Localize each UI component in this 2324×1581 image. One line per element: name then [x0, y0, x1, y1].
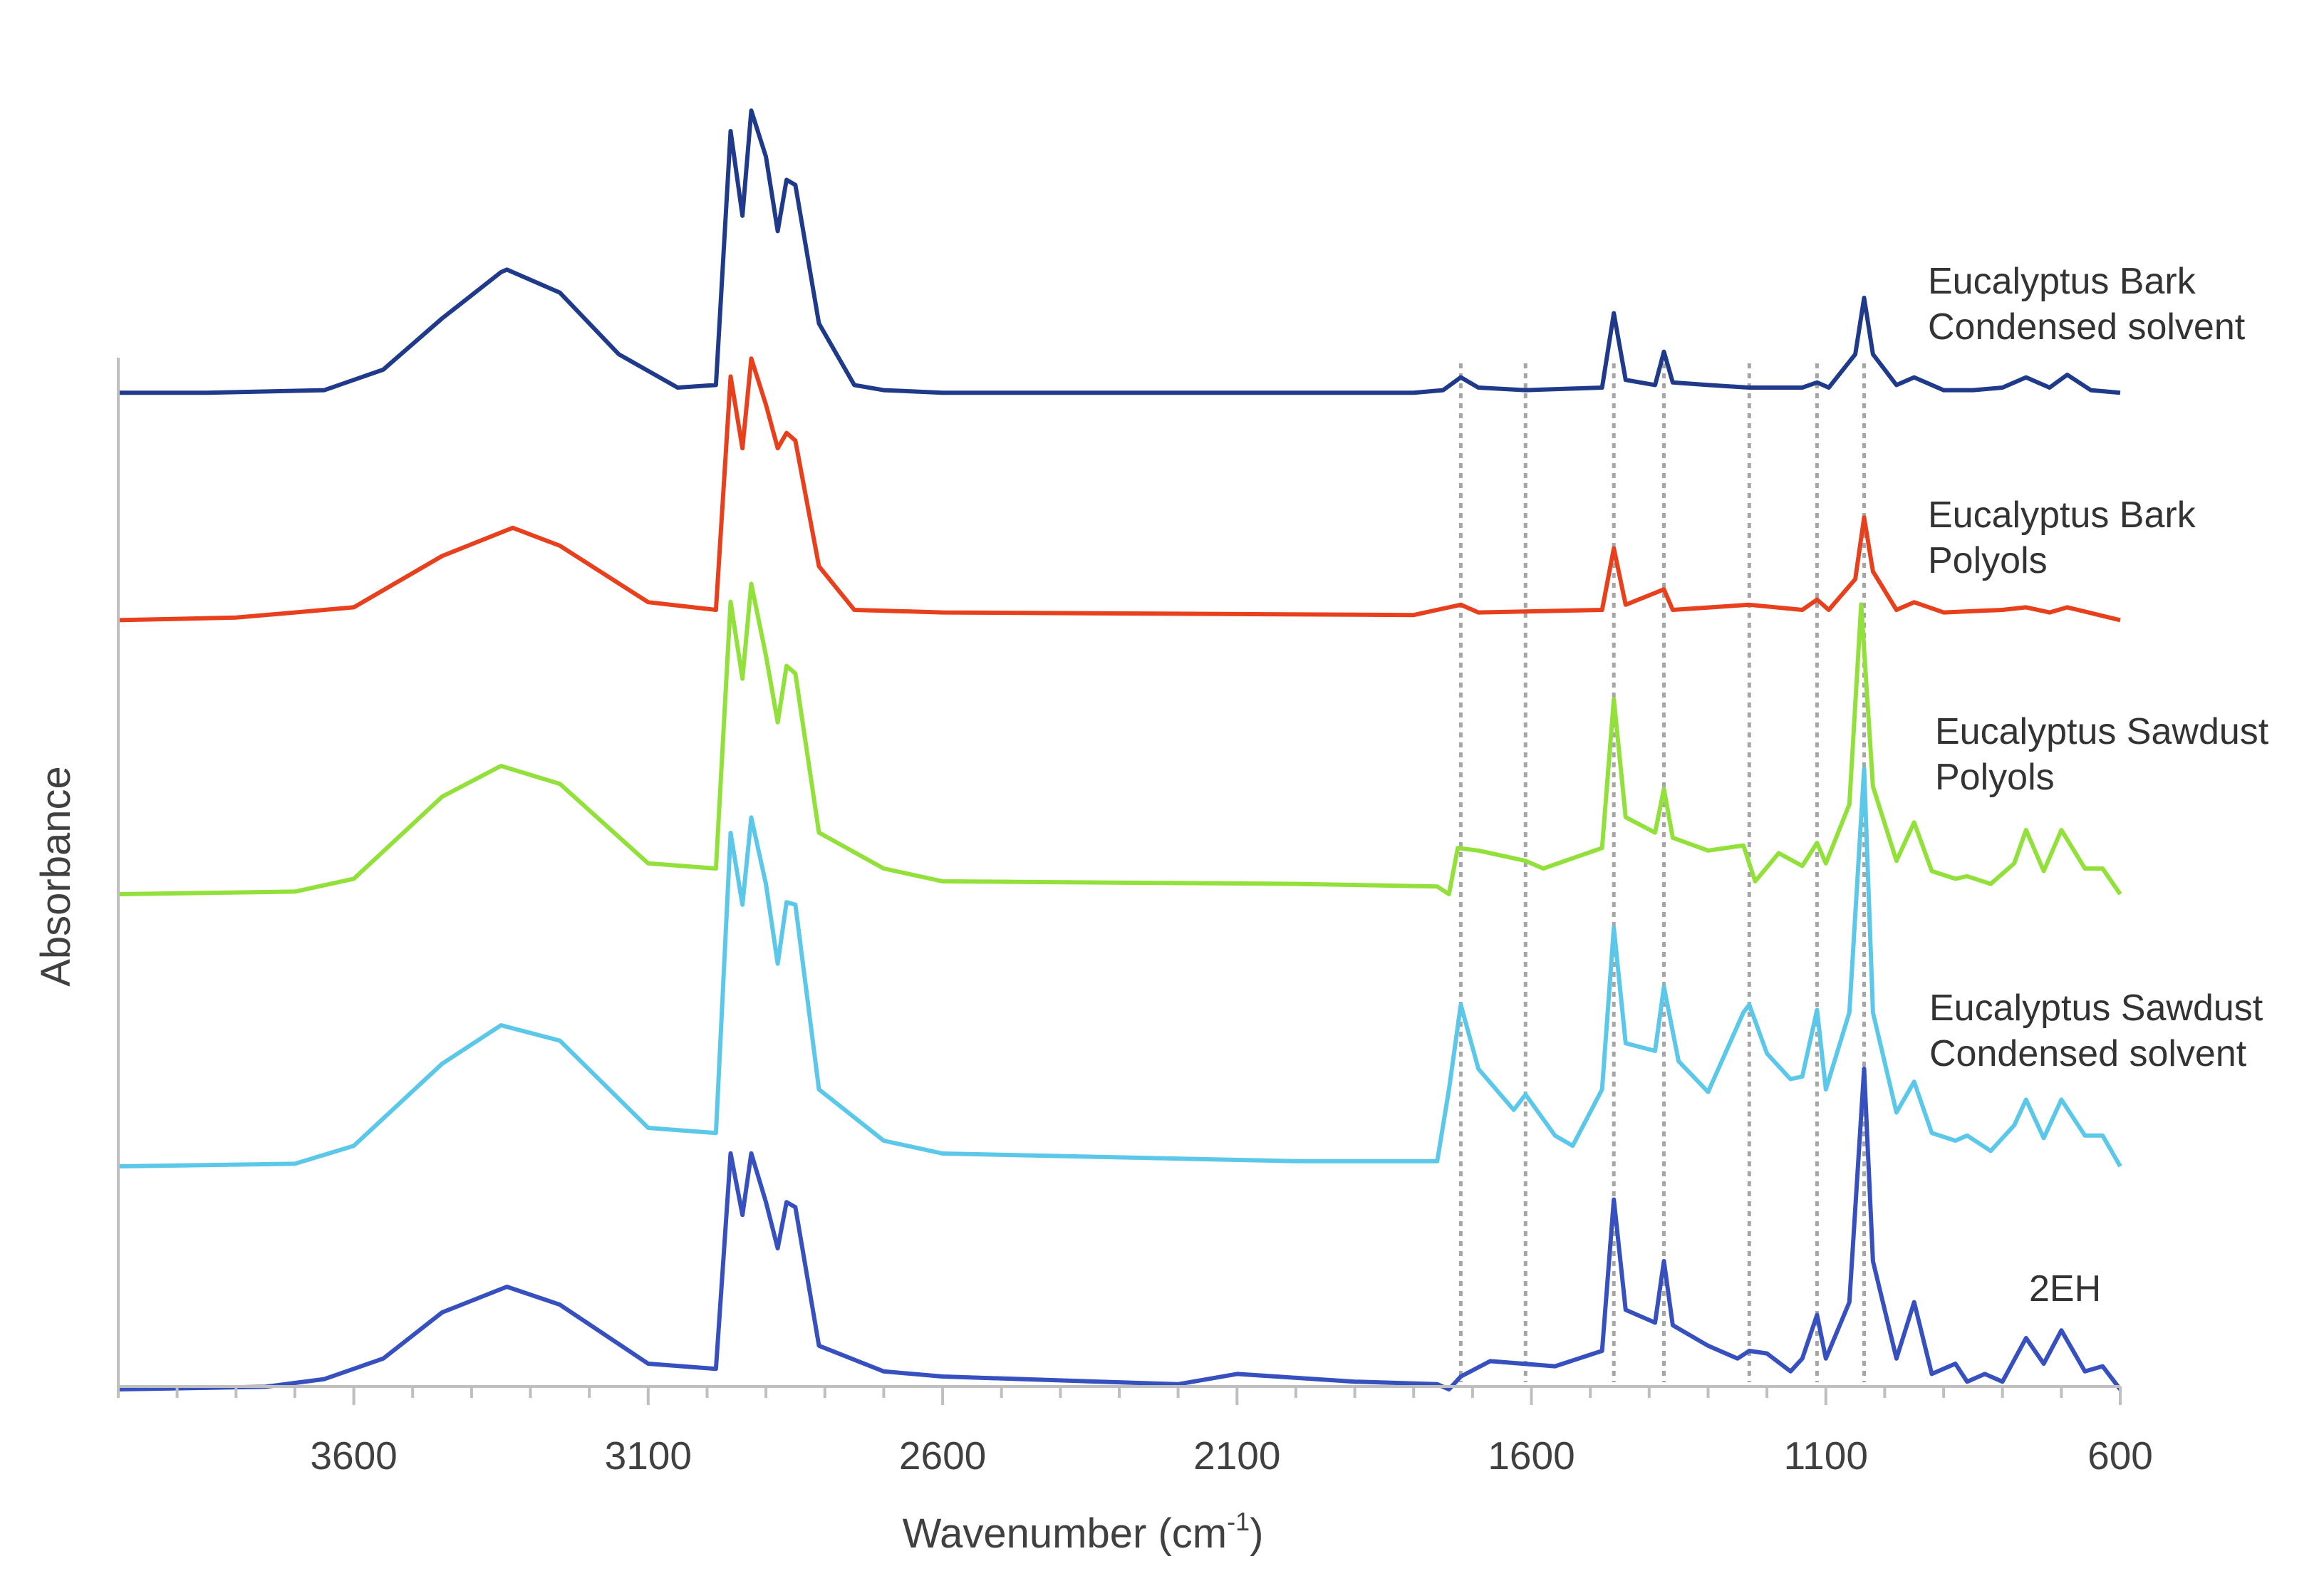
x-axis-title-end: ) [1250, 1510, 1263, 1557]
series-label: Eucalyptus Bark Polyols [1928, 494, 2196, 581]
series-label-line: Eucalyptus Sawdust [1935, 711, 2269, 752]
x-tick-label: 600 [2087, 1434, 2153, 1478]
series-label: Eucalyptus Bark Condensed solvent [1928, 261, 2246, 348]
series-line [118, 1067, 2122, 1391]
x-axis-ticks: 3600 3100 2600 2100 1600 1100 600 [117, 1386, 2153, 1478]
series-line [118, 108, 2121, 395]
series-label: 2EH [2029, 1268, 2101, 1310]
series-label: Eucalyptus Sawdust Condensed solvent [1929, 988, 2263, 1074]
x-tick-label: 1600 [1488, 1434, 1575, 1478]
series-label-line: Eucalyptus Bark [1928, 494, 2196, 536]
series-labels: Eucalyptus Bark Condensed solventEucalypt… [1928, 261, 2269, 1310]
series-label-line: Condensed solvent [1928, 306, 2246, 348]
series-label-line: Eucalyptus Bark [1928, 261, 2196, 302]
x-tick-label: 3100 [605, 1434, 692, 1478]
x-tick-label: 2100 [1193, 1434, 1280, 1478]
x-axis-title-superscript: -1 [1227, 1507, 1250, 1536]
x-tick-label: 1100 [1784, 1434, 1868, 1478]
series-label-line: Polyols [1935, 757, 2055, 798]
reference-lines [1458, 363, 1866, 1382]
spectra-traces [118, 108, 2122, 1391]
x-tick-label: 3600 [310, 1434, 397, 1478]
series-line [118, 581, 2122, 896]
series-label-line: Polyols [1928, 540, 2048, 581]
x-axis-title: Wavenumber (cm-1) [903, 1507, 1264, 1557]
series-label-line: Eucalyptus Sawdust [1929, 988, 2263, 1029]
series-label-line: Condensed solvent [1929, 1033, 2247, 1074]
series-label-line: 2EH [2029, 1268, 2101, 1310]
series-label: Eucalyptus Sawdust Polyols [1935, 711, 2269, 798]
y-axis-title: Absorbance [33, 766, 79, 987]
x-tick-label: 2600 [899, 1434, 986, 1478]
series-line [118, 356, 2121, 623]
series-line [118, 767, 2122, 1168]
x-axis-title-text: Wavenumber (cm [903, 1510, 1228, 1557]
